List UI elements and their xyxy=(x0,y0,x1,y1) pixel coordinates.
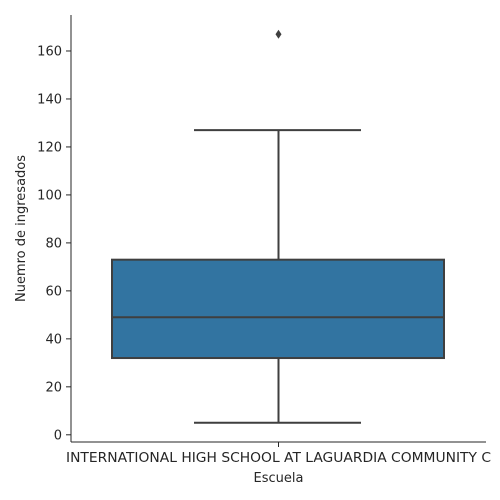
outliers-group xyxy=(275,29,282,39)
y-tick-label: 80 xyxy=(45,236,62,251)
x-tick-label: INTERNATIONAL HIGH SCHOOL AT LAGUARDIA C… xyxy=(66,451,491,466)
interquartile-box xyxy=(111,258,445,360)
y-ticks: 0 20 40 60 80 100 120 140 160 xyxy=(37,44,71,443)
y-tick-label: 60 xyxy=(45,284,62,299)
y-tick-label: 40 xyxy=(45,332,62,347)
outlier-point xyxy=(275,29,282,39)
y-tick-label: 0 xyxy=(54,428,62,443)
y-axis-label: Nuemro de ingresados xyxy=(14,155,29,302)
x-axis-label: Escuela xyxy=(254,471,304,486)
y-tick-label: 140 xyxy=(37,92,62,107)
axes: 0 20 40 60 80 100 120 140 160 INTERNATIONAL HIGH… xyxy=(37,15,491,466)
plot-area xyxy=(111,29,445,424)
y-tick-label: 120 xyxy=(37,140,62,155)
y-tick-label: 160 xyxy=(37,44,62,59)
y-tick-label: 100 xyxy=(37,188,62,203)
x-ticks: INTERNATIONAL HIGH SCHOOL AT LAGUARDIA C… xyxy=(66,442,491,466)
y-tick-label: 20 xyxy=(45,380,62,395)
